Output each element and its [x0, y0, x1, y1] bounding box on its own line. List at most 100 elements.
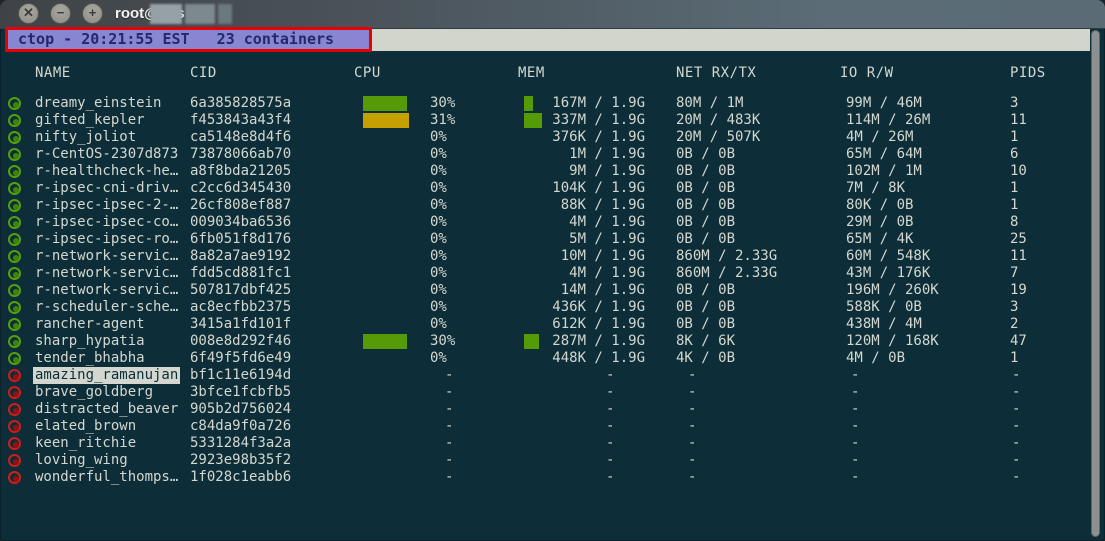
io-value: - — [851, 435, 860, 451]
table-row[interactable]: dreamy_einstein 6a385828575a 30% 167M / … — [0, 95, 1105, 112]
io-value: 65M / 64M — [846, 146, 922, 162]
container-status-icon — [8, 284, 21, 297]
table-row[interactable]: gifted_kepler f453843a43f4 31% 337M / 1.… — [0, 112, 1105, 129]
net-value: 0B / 0B — [676, 282, 736, 298]
cpu-value: 0% — [430, 316, 447, 332]
table-row[interactable]: amazing_ramanujan bf1c11e6194d - - - - - — [0, 367, 1105, 384]
table-row[interactable]: r-network-servic… 8a82a7ae9192 0% 10M / … — [0, 248, 1105, 265]
mem-value: 167M / 1.9G — [552, 95, 645, 111]
minimize-button[interactable]: − — [50, 3, 71, 24]
pids-value: - — [1012, 418, 1021, 434]
table-row[interactable]: r-healthcheck-he… a8f8bda21205 0% 9M / 1… — [0, 163, 1105, 180]
container-cid: 507817dbf425 — [190, 282, 292, 298]
container-cid: 3bfce1fcbfb5 — [190, 384, 292, 400]
container-status-icon — [8, 250, 21, 263]
table-row[interactable]: r-ipsec-cni-driv… c2cc6d345430 0% 104K /… — [0, 180, 1105, 197]
mem-value: - — [606, 418, 615, 434]
container-status-icon — [8, 267, 21, 280]
cpu-value: 0% — [430, 265, 447, 281]
container-cid: 009034ba6536 — [190, 214, 292, 230]
pids-value: - — [1012, 367, 1021, 383]
container-name: sharp_hypatia — [35, 333, 145, 349]
scrollbar-thumb[interactable] — [1091, 30, 1100, 537]
cpu-value: - — [445, 367, 454, 383]
container-status-icon — [8, 97, 21, 110]
container-status-icon — [8, 369, 21, 382]
table-row[interactable]: nifty_joliot ca5148e8d4f6 0% 376K / 1.9G… — [0, 129, 1105, 146]
io-value: 196M / 260K — [846, 282, 939, 298]
pids-value: 8 — [1010, 214, 1019, 230]
table-row[interactable]: r-ipsec-ipsec-co… 009034ba6536 0% 4M / 1… — [0, 214, 1105, 231]
mem-value: 104K / 1.9G — [552, 180, 645, 196]
container-name: r-network-servic… — [35, 248, 179, 264]
table-row[interactable]: elated_brown c84da9f0a726 - - - - - — [0, 418, 1105, 435]
cpu-value: - — [445, 401, 454, 417]
column-header-cpu[interactable]: CPU — [354, 65, 381, 81]
mem-value: 376K / 1.9G — [552, 129, 645, 145]
mem-value: 337M / 1.9G — [552, 112, 645, 128]
pids-value: 1 — [1010, 129, 1019, 145]
table-row[interactable]: wonderful_thomps… 1f028c1eabb6 - - - - - — [0, 469, 1105, 486]
table-row[interactable]: r-ipsec-ipsec-ro… 6fb051f8d176 0% 5M / 1… — [0, 231, 1105, 248]
column-header-cid[interactable]: CID — [190, 65, 217, 81]
io-value: 99M / 46M — [846, 95, 922, 111]
container-name: amazing_ramanujan — [33, 367, 181, 384]
table-row[interactable]: r-CentOS-2307d873 73878066ab70 0% 1M / 1… — [0, 146, 1105, 163]
table-row[interactable]: r-network-servic… fdd5cd881fc1 0% 4M / 1… — [0, 265, 1105, 282]
table-row[interactable]: distracted_beaver 905b2d756024 - - - - - — [0, 401, 1105, 418]
container-status-icon — [8, 386, 21, 399]
io-value: 4M / 0B — [846, 350, 906, 366]
close-button[interactable]: ✕ — [18, 3, 39, 24]
container-name: r-ipsec-ipsec-2-… — [35, 197, 179, 213]
net-value: 80M / 1M — [676, 95, 744, 111]
pids-value: 19 — [1010, 282, 1027, 298]
container-cid: 2923e98b35f2 — [190, 452, 292, 468]
table-row[interactable]: keen_ritchie 5331284f3a2a - - - - - — [0, 435, 1105, 452]
table-row[interactable]: sharp_hypatia 008e8d292f46 30% 287M / 1.… — [0, 333, 1105, 350]
column-header-io[interactable]: IO R/W — [840, 65, 894, 81]
io-value: 60M / 548K — [846, 248, 931, 264]
table-row[interactable]: r-ipsec-ipsec-2-… 26cf808ef887 0% 88K / … — [0, 197, 1105, 214]
table-row[interactable]: rancher-agent 3415a1fd101f 0% 612K / 1.9… — [0, 316, 1105, 333]
net-value: - — [688, 418, 697, 434]
net-value: 0B / 0B — [676, 214, 736, 230]
net-value: - — [688, 384, 697, 400]
container-table-body: dreamy_einstein 6a385828575a 30% 167M / … — [0, 95, 1105, 486]
pids-value: - — [1012, 435, 1021, 451]
table-row[interactable]: brave_goldberg 3bfce1fcbfb5 - - - - - — [0, 384, 1105, 401]
mem-gauge-bar — [524, 113, 542, 128]
table-row[interactable]: loving_wing 2923e98b35f2 - - - - - — [0, 452, 1105, 469]
table-row[interactable]: r-network-servic… 507817dbf425 0% 14M / … — [0, 282, 1105, 299]
container-cid: f453843a43f4 — [190, 112, 292, 128]
table-row[interactable]: tender_bhabha 6f49f5fd6e49 0% 448K / 1.9… — [0, 350, 1105, 367]
container-cid: fdd5cd881fc1 — [190, 265, 292, 281]
cpu-value: 0% — [430, 129, 447, 145]
net-value: 8K / 6K — [676, 333, 736, 349]
cpu-value: 30% — [430, 333, 456, 349]
column-header-net[interactable]: NET RX/TX — [676, 65, 757, 81]
maximize-button[interactable]: + — [82, 3, 103, 24]
mem-value: 4M / 1.9G — [569, 265, 645, 281]
column-header-mem[interactable]: MEM — [518, 65, 545, 81]
container-name: keen_ritchie — [35, 435, 137, 451]
net-value: - — [688, 452, 697, 468]
container-name: elated_brown — [35, 418, 137, 434]
mem-value: - — [606, 469, 615, 485]
column-header-pids[interactable]: PIDS — [1010, 65, 1046, 81]
container-cid: 6f49f5fd6e49 — [190, 350, 292, 366]
titlebar[interactable]: ✕ − + root@vps — [0, 0, 1105, 29]
container-cid: ac8ecfbb2375 — [190, 299, 292, 315]
net-value: 0B / 0B — [676, 146, 736, 162]
container-status-icon — [8, 216, 21, 229]
container-status-icon — [8, 437, 21, 450]
io-value: - — [851, 367, 860, 383]
container-name: r-ipsec-cni-driv… — [35, 180, 179, 196]
pids-value: 25 — [1010, 231, 1027, 247]
io-value: - — [851, 469, 860, 485]
container-cid: 73878066ab70 — [190, 146, 292, 162]
container-cid: 5331284f3a2a — [190, 435, 292, 451]
column-header-name[interactable]: NAME — [35, 65, 71, 81]
cpu-value: - — [445, 469, 454, 485]
table-row[interactable]: r-scheduler-sche… ac8ecfbb2375 0% 436K /… — [0, 299, 1105, 316]
